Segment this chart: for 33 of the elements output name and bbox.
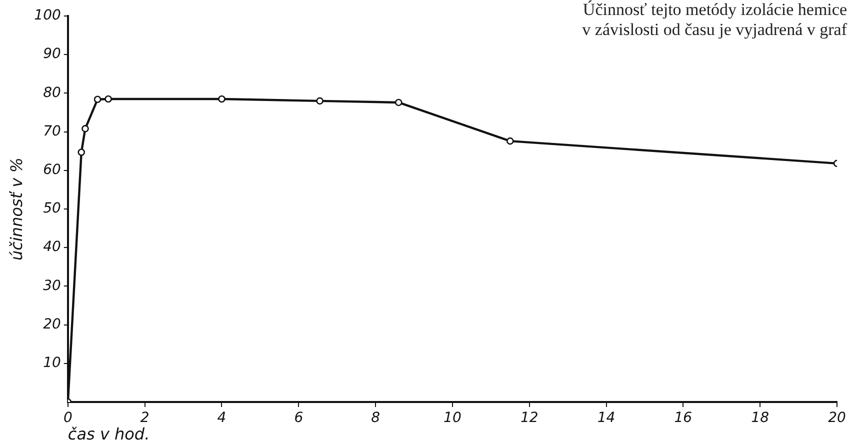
x-tick-label: 8 bbox=[371, 410, 380, 426]
x-tick-label: 18 bbox=[751, 410, 770, 426]
y-tick-label: 90 bbox=[43, 46, 61, 62]
point bbox=[394, 98, 402, 106]
x-tick-label: 6 bbox=[294, 410, 304, 426]
point bbox=[316, 97, 324, 105]
x-tick-label: 12 bbox=[520, 410, 538, 426]
x-tick-label: 2 bbox=[140, 410, 150, 426]
y-tick-label: 10 bbox=[43, 355, 61, 372]
y-tick-label: 100 bbox=[34, 8, 61, 24]
x-tick-label: 4 bbox=[217, 410, 226, 426]
y-tick-label: 20 bbox=[43, 316, 61, 332]
point bbox=[94, 96, 102, 104]
y-tick-label: 60 bbox=[43, 162, 61, 178]
point bbox=[506, 137, 514, 145]
x-tick-label: 14 bbox=[597, 410, 616, 426]
y-tick-label: 70 bbox=[43, 123, 61, 140]
point bbox=[82, 125, 89, 132]
y-axis-title: účinnosť v % bbox=[6, 158, 26, 260]
point bbox=[104, 95, 112, 103]
y-tick-label: 80 bbox=[43, 84, 61, 101]
point bbox=[78, 148, 86, 156]
x-tick-label: 20 bbox=[828, 410, 846, 426]
x-tick-label: 16 bbox=[674, 410, 692, 426]
x-tick-label: 10 bbox=[444, 410, 462, 426]
annotation: Účinnosť tejto metódy izolácie hemice bbox=[582, 0, 847, 20]
x-axis-title: čas v hod. bbox=[68, 424, 150, 444]
x-tick-label: 0 bbox=[63, 410, 72, 426]
y-tick-label: 50 bbox=[43, 200, 61, 217]
point bbox=[218, 95, 226, 103]
y-tick-label: 30 bbox=[43, 278, 61, 294]
y-tick-label: 40 bbox=[43, 239, 61, 256]
annotation: v závislosti od času je vyjadrená v graf bbox=[582, 20, 847, 40]
